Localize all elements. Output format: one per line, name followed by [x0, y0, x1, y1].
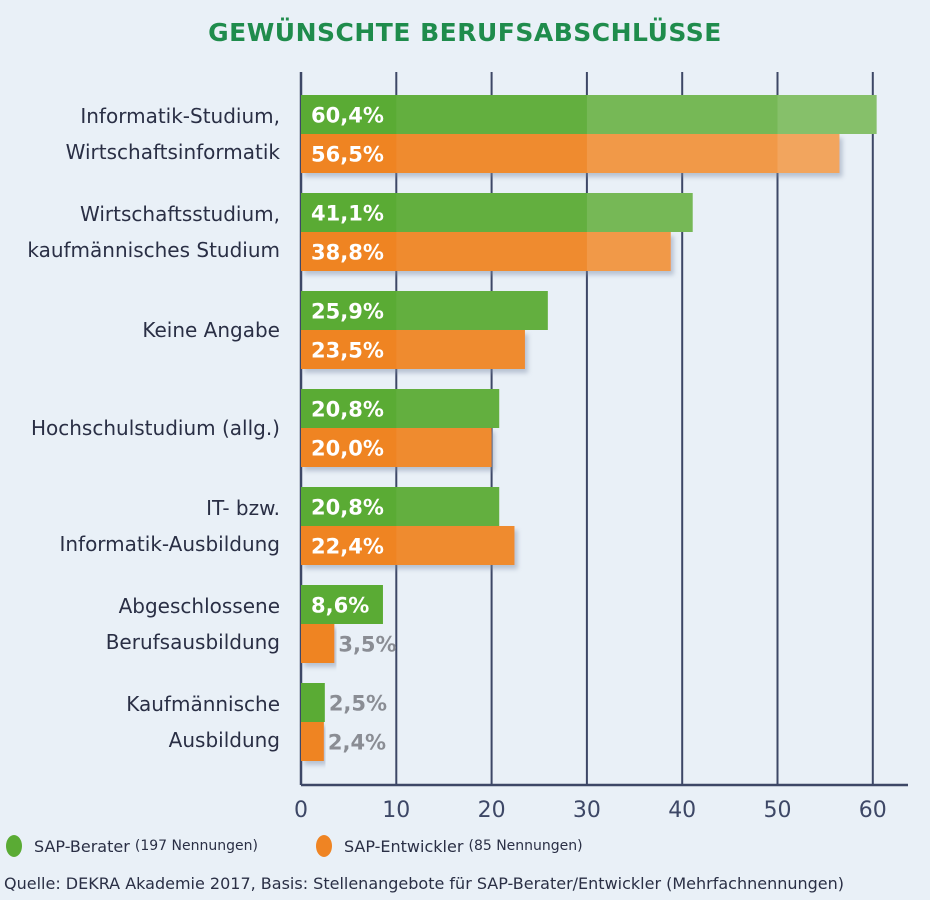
- orange-dot-icon: [315, 835, 332, 857]
- category-label: IT- bzw.: [206, 496, 280, 520]
- bar-shade: [396, 193, 693, 232]
- bar-sap-berater: [301, 291, 548, 330]
- bar-shade: [777, 134, 840, 173]
- legend-label: SAP-Berater: [34, 836, 130, 856]
- bar-shade: [777, 95, 877, 134]
- bar-shade: [396, 232, 671, 271]
- bar-sap-berater: [301, 95, 877, 134]
- bar-group: 60,4%: [301, 95, 877, 134]
- bar-chart: 60,4% 56,5% 41,1% 38,8% 25,9% 23,5% 20,8% 20,0%…: [27, 72, 908, 823]
- green-dot-icon: [6, 835, 22, 857]
- bar-shade: [396, 330, 525, 369]
- data-label: 41,1%: [311, 202, 384, 226]
- bar-shade: [396, 134, 840, 173]
- bar-sap-entwickler: [301, 232, 671, 271]
- legend-item-sap-entwickler: SAP-Entwickler (85 Nennungen): [315, 835, 583, 857]
- bar-shade: [396, 526, 515, 565]
- category-label: Kaufmännische: [126, 692, 280, 716]
- bar-shade: [396, 291, 548, 330]
- bar-group: 25,9%: [301, 291, 548, 330]
- x-tick-label: 50: [764, 798, 792, 823]
- bar-sap-berater: [301, 487, 500, 526]
- bar-sap-berater: [301, 193, 693, 232]
- bar-sap-berater: [301, 683, 325, 722]
- data-label: 20,8%: [311, 496, 384, 520]
- chart-title: GEWÜNSCHTE BERUFSABSCHLÜSSE: [208, 18, 722, 47]
- x-tick-label: 0: [294, 798, 308, 823]
- x-tick-label: 20: [478, 798, 506, 823]
- data-label: 60,4%: [311, 104, 384, 128]
- category-label: Wirtschaftsstudium,: [80, 202, 280, 226]
- bar-sap-entwickler: [301, 722, 324, 761]
- bar-sap-berater: [301, 585, 383, 624]
- bar-shade: [586, 232, 671, 271]
- bar-sap-entwickler: [301, 624, 335, 663]
- legend: SAP-Berater (197 Nennungen) SAP-Entwickl…: [6, 835, 641, 857]
- bar-group: 20,8%: [301, 389, 500, 428]
- category-label: Informatik-Studium,: [80, 104, 280, 128]
- bar-sap-entwickler: [301, 428, 492, 467]
- category-label: Ausbildung: [169, 728, 280, 752]
- bar-group: 3,5%: [301, 624, 397, 663]
- category-label: Informatik-Ausbildung: [59, 532, 280, 556]
- bar-sap-entwickler: [301, 526, 515, 565]
- bar-group: 41,1%: [301, 193, 693, 232]
- legend-note: (85 Nennungen): [468, 838, 583, 854]
- bar-group: 23,5%: [301, 330, 525, 369]
- x-tick-label: 60: [859, 798, 887, 823]
- bar-group: 2,4%: [301, 722, 386, 761]
- bar-shade: [586, 193, 693, 232]
- data-label: 38,8%: [311, 241, 384, 265]
- legend-item-sap-berater: SAP-Berater (197 Nennungen): [6, 835, 258, 857]
- bar-shade: [396, 487, 500, 526]
- x-tick-label: 10: [382, 798, 410, 823]
- bar-shade: [586, 134, 840, 173]
- source-note: Quelle: DEKRA Akademie 2017, Basis: Stel…: [4, 874, 845, 893]
- bar-group: 22,4%: [301, 526, 515, 565]
- category-label: kaufmännisches Studium: [27, 238, 280, 262]
- bar-group: 2,5%: [301, 683, 387, 722]
- x-tick-label: 30: [573, 798, 601, 823]
- bar-group: 20,8%: [301, 487, 500, 526]
- bar-shade: [396, 389, 500, 428]
- category-label: Keine Angabe: [142, 318, 280, 342]
- bar-shade: [396, 95, 877, 134]
- bar-group: 38,8%: [301, 232, 671, 271]
- x-tick-label: 40: [668, 798, 696, 823]
- data-label: 23,5%: [311, 339, 384, 363]
- bar-shade: [586, 95, 877, 134]
- data-label: 20,8%: [311, 398, 384, 422]
- bar-group: 56,5%: [301, 134, 840, 173]
- data-label: 22,4%: [311, 535, 384, 559]
- bar-group: 20,0%: [301, 428, 492, 467]
- data-label: 8,6%: [311, 594, 369, 618]
- data-label: 2,5%: [329, 692, 387, 716]
- data-label: 2,4%: [328, 731, 386, 755]
- legend-note: (197 Nennungen): [134, 838, 258, 854]
- legend-label: SAP-Entwickler: [343, 836, 464, 856]
- bar-shade: [396, 428, 492, 467]
- bar-sap-berater: [301, 389, 500, 428]
- category-label: Berufsausbildung: [106, 630, 280, 654]
- category-label: Abgeschlossene: [119, 594, 280, 618]
- data-label: 25,9%: [311, 300, 384, 324]
- data-label: 56,5%: [311, 143, 384, 167]
- data-label: 3,5%: [338, 633, 396, 657]
- bar-sap-entwickler: [301, 134, 840, 173]
- category-label: Wirtschaftsinformatik: [66, 140, 281, 164]
- data-label: 20,0%: [311, 437, 384, 461]
- bar-group: 8,6%: [301, 585, 383, 624]
- bar-sap-entwickler: [301, 330, 525, 369]
- category-label: Hochschulstudium (allg.): [31, 416, 280, 440]
